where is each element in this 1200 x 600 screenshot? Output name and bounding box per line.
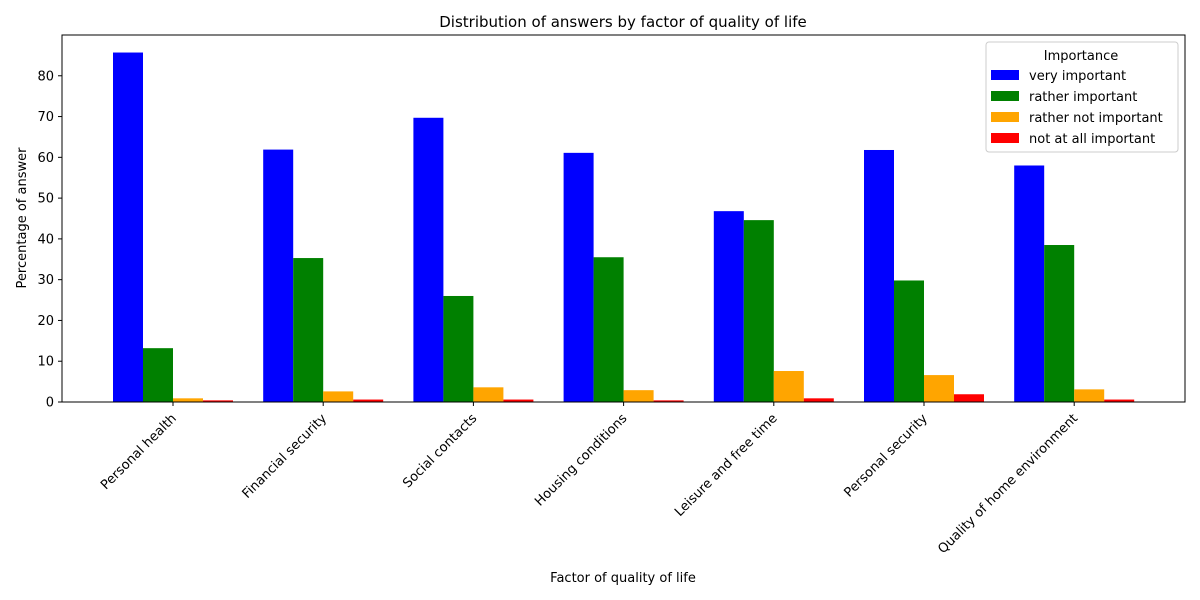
bar-very-important-3 (563, 152, 594, 402)
plot-frame (61, 34, 1186, 403)
x-axis: Personal health Financial security Social … (98, 402, 1081, 557)
chart-title: Distribution of answers by factor of qua… (439, 13, 807, 31)
legend: Importance very important rather importan… (985, 41, 1179, 153)
y-tick-label: 80 (37, 69, 54, 84)
bar-rather-not-important-6 (1074, 389, 1105, 402)
y-axis: 0 10 20 30 40 50 60 70 80 (37, 69, 62, 411)
bar-not-at-all-important-3 (653, 400, 684, 402)
bar-not-at-all-important-5 (954, 394, 984, 402)
y-tick-label: 60 (37, 151, 54, 166)
y-tick-label: 30 (37, 273, 54, 288)
legend-swatch-very-important (991, 70, 1019, 80)
bar-rather-important-1 (293, 258, 324, 402)
y-tick-label: 0 (46, 396, 54, 411)
y-tick-label: 10 (37, 355, 54, 370)
bar-not-at-all-important-1 (353, 399, 384, 402)
bars-layer (113, 52, 1135, 402)
x-tick-label: Social contacts (400, 411, 480, 491)
y-tick-label: 50 (37, 192, 54, 207)
bar-very-important-5 (864, 149, 894, 402)
legend-swatch-rather-important (991, 91, 1019, 101)
bar-very-important-0 (113, 52, 143, 402)
x-tick-label: Personal security (842, 411, 932, 501)
bar-rather-important-5 (894, 280, 924, 402)
bar-rather-important-4 (743, 220, 774, 402)
bar-rather-not-important-3 (623, 390, 654, 402)
bar-very-important-1 (263, 149, 294, 402)
bar-not-at-all-important-6 (1104, 399, 1135, 402)
bar-rather-not-important-5 (924, 375, 954, 402)
x-tick-label: Leisure and free time (672, 411, 781, 520)
bar-very-important-2 (413, 117, 444, 402)
bar-rather-not-important-0 (173, 398, 203, 402)
legend-title: Importance (1044, 49, 1119, 64)
bar-very-important-6 (1014, 165, 1045, 402)
legend-label: rather not important (1029, 111, 1163, 126)
x-tick-label: Personal health (98, 411, 180, 493)
bar-rather-important-6 (1044, 245, 1075, 402)
x-axis-title: Factor of quality of life (550, 571, 696, 586)
legend-swatch-not-at-all-important (991, 133, 1019, 143)
x-tick-label: Financial security (240, 411, 331, 502)
bar-rather-not-important-1 (323, 391, 354, 402)
bar-rather-not-important-4 (773, 371, 804, 402)
bar-very-important-4 (713, 211, 744, 402)
y-tick-label: 70 (37, 110, 54, 125)
y-tick-label: 40 (37, 232, 54, 247)
bar-rather-important-3 (593, 257, 624, 402)
bar-not-at-all-important-0 (203, 400, 233, 402)
legend-label: not at all important (1029, 132, 1155, 147)
bar-rather-important-0 (143, 348, 173, 402)
x-tick-label: Housing conditions (532, 411, 630, 509)
legend-swatch-rather-not-important (991, 112, 1019, 122)
y-tick-label: 20 (37, 314, 54, 329)
bar-rather-important-2 (443, 295, 474, 402)
legend-label: rather important (1029, 90, 1137, 105)
bar-not-at-all-important-4 (803, 398, 834, 402)
bar-not-at-all-important-2 (503, 399, 534, 402)
x-tick-label: Quality of home environment (935, 411, 1081, 557)
legend-label: very important (1029, 69, 1126, 84)
y-axis-title: Percentage of answer (15, 147, 30, 289)
bar-rather-not-important-2 (473, 387, 504, 402)
legend-box (985, 41, 1179, 153)
